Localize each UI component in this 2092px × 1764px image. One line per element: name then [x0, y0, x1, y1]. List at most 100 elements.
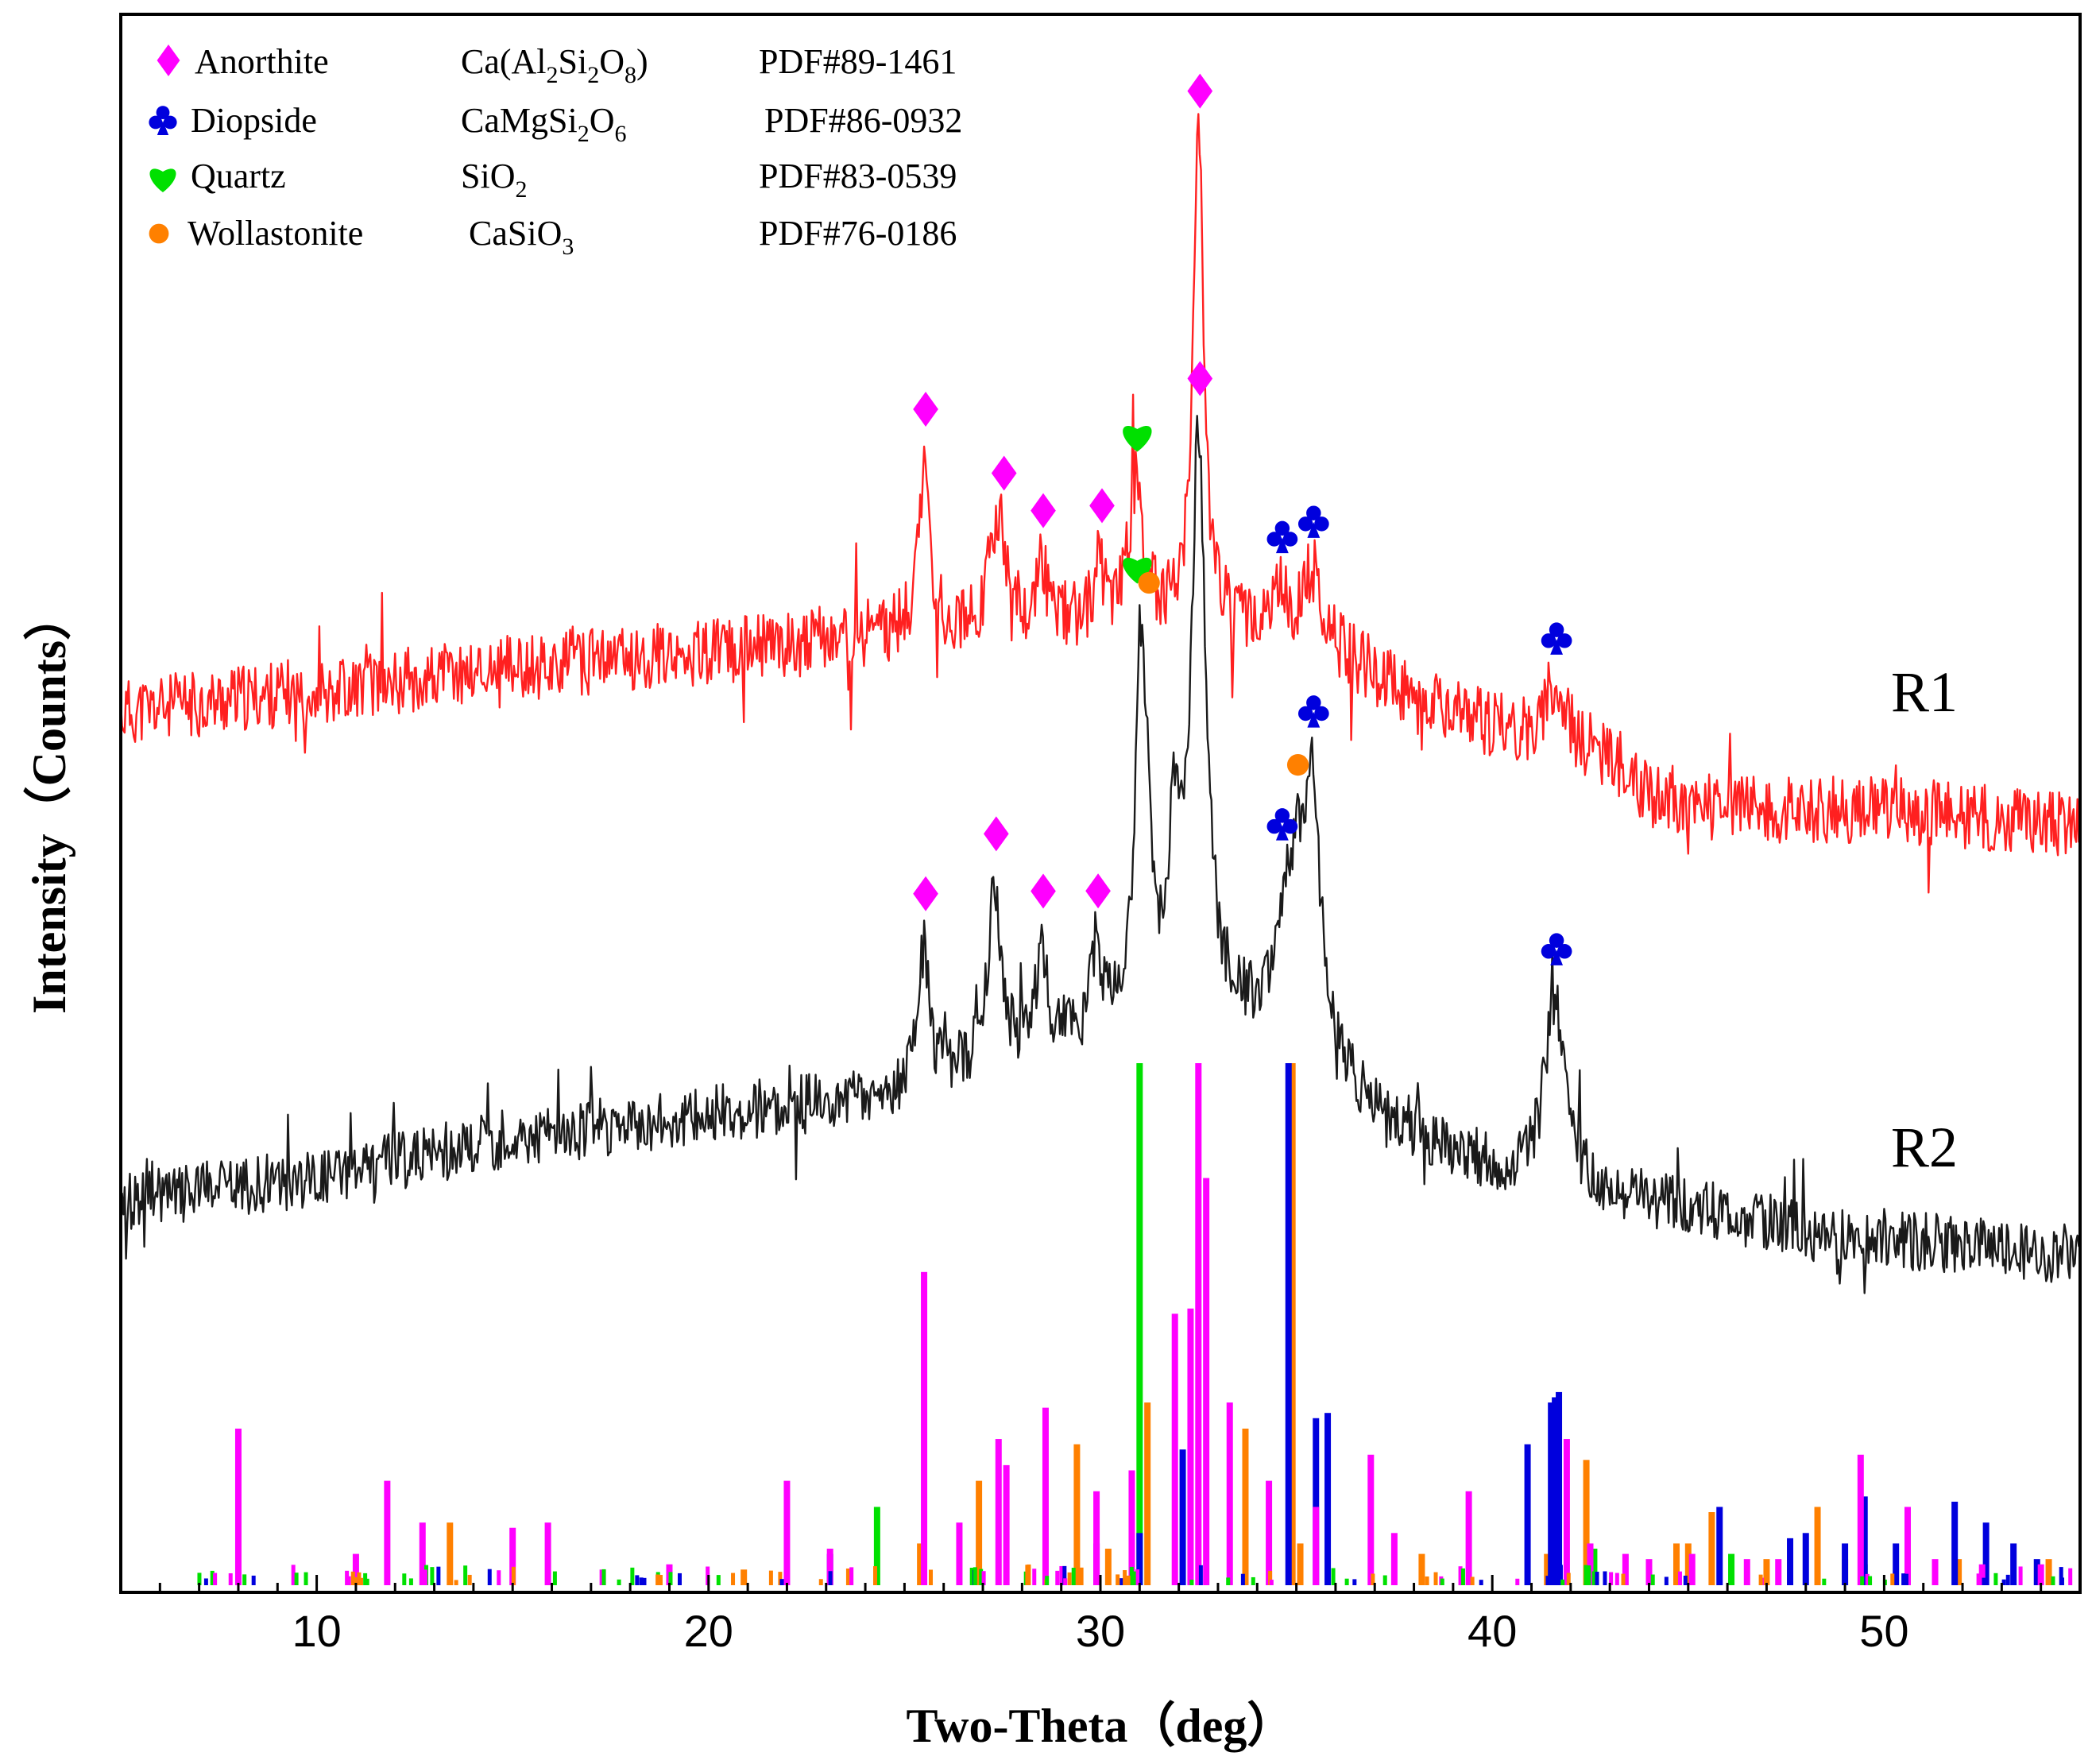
anorthite-legend-marker [157, 44, 180, 76]
wollastonite-reference-line-minor [1025, 1565, 1030, 1585]
quartz-reference-line-minor [294, 1573, 299, 1585]
diopside-reference-line-minor [1119, 1578, 1124, 1585]
anorthite-reference-line-minor [497, 1570, 501, 1585]
anorthite-reference-line [1857, 1454, 1864, 1585]
club-lobe [1266, 818, 1282, 834]
anorthite-reference-line-minor [1055, 1570, 1060, 1585]
diopside-reference-line [1861, 1496, 1868, 1585]
diopside-reference-line-minor [2059, 1567, 2063, 1585]
wollastonite-reference-line-minor [731, 1573, 736, 1585]
diamond-shape [1031, 873, 1056, 909]
quartz-reference-line-minor [1129, 1566, 1134, 1585]
wollastonite-reference-line-minor [778, 1572, 783, 1585]
anorthite-reference-line [544, 1522, 551, 1585]
series-line-r2 [119, 415, 2081, 1294]
anorthite-reference-line-minor [346, 1576, 351, 1585]
quartz-reference-line-minor [430, 1567, 435, 1585]
quartz-reference-line-minor [365, 1578, 369, 1585]
diopside-reference-line [1552, 1397, 1559, 1585]
diopside-reference-line-minor [251, 1575, 256, 1585]
quartz-reference-line [1728, 1553, 1735, 1585]
anorthite-peak-marker [1031, 873, 1056, 909]
diopside-reference-line [1524, 1444, 1531, 1585]
diamond-shape [1187, 361, 1213, 397]
wollastonite-circle-icon [149, 223, 169, 244]
wollastonite-peak-marker [1138, 571, 1160, 594]
quartz-reference-line-minor [2051, 1576, 2055, 1585]
wollastonite-reference-line-minor [872, 1566, 877, 1585]
club-lobe [149, 115, 163, 130]
series-label-r2: R2 [1891, 1116, 1958, 1179]
diopside-reference-line-minor [1352, 1579, 1357, 1585]
diopside-peak-marker [1297, 695, 1329, 728]
wollastonite-reference-line-minor [929, 1569, 934, 1585]
quartz-reference-line-minor [668, 1572, 673, 1585]
club-lobe [1556, 633, 1572, 648]
anorthite-reference-line [1465, 1491, 1472, 1585]
anorthite-reference-line [1171, 1313, 1178, 1585]
quartz-reference-line [1591, 1549, 1598, 1585]
wollastonite-reference-line-minor [359, 1577, 364, 1585]
diopside-reference-line-minor [1595, 1572, 1599, 1585]
club-lobe [1314, 516, 1329, 532]
anorthite-reference-line [1266, 1480, 1273, 1585]
anorthite-peak-marker [1089, 488, 1115, 524]
diopside-reference-line-minor [639, 1577, 644, 1585]
anorthite-reference-line [1688, 1553, 1696, 1585]
diopside-reference-line-minor [1062, 1565, 1067, 1585]
club-lobe [1541, 633, 1556, 648]
wollastonite-reference-line-minor [658, 1575, 663, 1585]
wollastonite-reference-line [1684, 1543, 1692, 1585]
x-tick-label: 50 [1859, 1606, 1908, 1656]
club-stem [1550, 950, 1564, 965]
heart-shape [149, 168, 176, 192]
anorthite-reference-line-minor [1063, 1578, 1068, 1585]
diopside-reference-line [1802, 1533, 1809, 1585]
wollastonite-reference-line-minor [350, 1571, 355, 1585]
diopside-reference-line-minor [1240, 1573, 1245, 1585]
club-lobe [1306, 505, 1321, 520]
club-stem [157, 121, 169, 135]
series-line-r1 [119, 113, 2082, 894]
anorthite-reference-line [1367, 1454, 1375, 1585]
anorthite-reference-line-minor [291, 1565, 296, 1585]
wollastonite-reference-line-minor [1123, 1570, 1127, 1585]
legend: Anorthite Ca(Al2Si2O8) PDF#89-1461 Diops… [149, 42, 962, 260]
anorthite-reference-line [1645, 1559, 1653, 1585]
quartz-peak-marker [1123, 425, 1152, 452]
anorthite-reference-line-minor [1269, 1580, 1274, 1585]
diopside-reference-line [1556, 1391, 1563, 1585]
wollastonite-reference-line [1955, 1559, 1962, 1585]
circle-shape [149, 223, 169, 244]
quartz-reference-line-minor [1650, 1574, 1655, 1585]
diopside-reference-line-minor [1664, 1576, 1669, 1585]
diamond-shape [157, 44, 180, 76]
anorthite-reference-line-minor [1059, 1565, 1064, 1585]
anorthite-reference-line-minor [1515, 1578, 1520, 1585]
wollastonite-peak-marker [1286, 753, 1309, 776]
diamond-shape [991, 455, 1017, 491]
diopside-reference-line [1313, 1418, 1320, 1585]
quartz-reference-line [1136, 1063, 1143, 1585]
wollastonite-reference-line [976, 1480, 983, 1585]
wollastonite-reference-line [1544, 1553, 1551, 1585]
anorthite-reference-line-minor [2068, 1568, 2073, 1585]
quartz-reference-line-minor [1226, 1577, 1231, 1585]
quartz-reference-line-minor [1868, 1576, 1873, 1585]
anorthite-peak-marker [1187, 361, 1213, 397]
club-lobe [1274, 808, 1290, 823]
diopside-reference-line [1951, 1501, 1959, 1585]
diamond-shape [913, 392, 938, 427]
wollastonite-reference-line [1297, 1543, 1304, 1585]
quartz-reference-line-minor [402, 1573, 407, 1585]
diopside-reference-line [1982, 1522, 1990, 1585]
heart-shape [1123, 425, 1152, 452]
quartz-reference-line-minor [1331, 1568, 1336, 1585]
diopside-peak-marker [1266, 520, 1298, 554]
wollastonite-reference-line [447, 1522, 454, 1585]
diopside-peak-marker [1297, 505, 1329, 538]
wollastonite-reference-line [741, 1569, 748, 1585]
legend-entry-quartz: Quartz SiO2 PDF#83-0539 [149, 157, 957, 203]
diopside-peak-marker [1541, 622, 1572, 655]
xrd-series [119, 113, 2082, 1294]
